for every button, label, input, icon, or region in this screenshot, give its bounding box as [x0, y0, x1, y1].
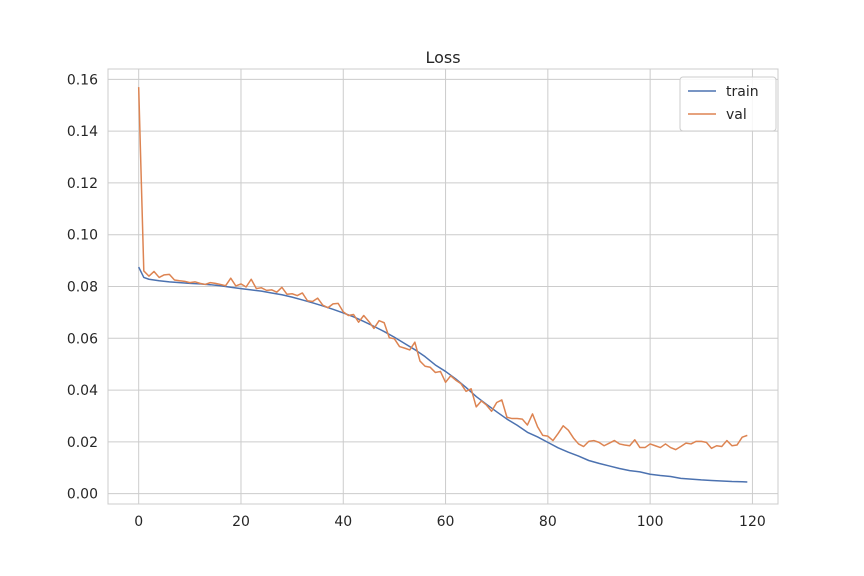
- chart-title: Loss: [425, 48, 460, 67]
- series-line-train: [138, 266, 748, 483]
- y-tick-label: 0.10: [67, 228, 98, 244]
- y-tick-label: 0.04: [67, 383, 98, 399]
- legend: train val: [679, 76, 777, 132]
- plot-frame: [107, 68, 779, 505]
- y-tick-label: 0.12: [67, 176, 98, 192]
- x-tick-label: 40: [334, 514, 352, 530]
- series-line-val: [137, 87, 748, 451]
- y-tick-label: 0.00: [67, 487, 98, 503]
- series-layer: [137, 87, 748, 483]
- x-tick-label: 60: [437, 514, 455, 530]
- x-tick-label: 120: [739, 514, 766, 530]
- legend-label-train: train: [726, 84, 759, 100]
- x-tick-label: 0: [134, 514, 143, 530]
- y-tick-label: 0.16: [67, 72, 98, 88]
- y-tick-label: 0.14: [67, 124, 98, 140]
- tick-labels: 0 20 40 60 80 100 120 0.00 0.02 0.04 0.06 0.08 0.10 0…: [67, 72, 766, 530]
- legend-label-val: val: [726, 107, 747, 123]
- y-tick-label: 0.02: [67, 435, 98, 451]
- x-tick-label: 20: [232, 514, 250, 530]
- grid: [108, 69, 778, 504]
- y-tick-label: 0.08: [67, 280, 98, 296]
- x-tick-label: 100: [637, 514, 664, 530]
- x-tick-label: 80: [539, 514, 557, 530]
- y-tick-label: 0.06: [67, 331, 98, 347]
